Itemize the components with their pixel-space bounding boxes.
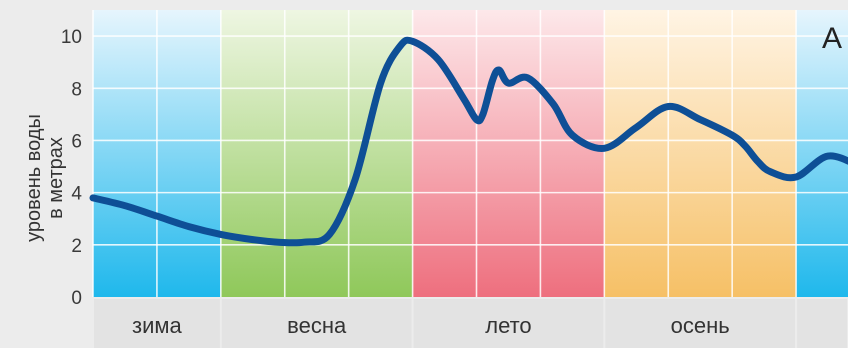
y-axis-label-line-2: в метрах bbox=[45, 137, 67, 219]
y-tick-label: 10 bbox=[61, 27, 82, 48]
y-tick-label: 8 bbox=[71, 79, 82, 100]
season-band-2 bbox=[412, 10, 605, 297]
season-label-cell-4 bbox=[797, 299, 847, 348]
season-band-1 bbox=[220, 10, 413, 297]
y-tick-label: 6 bbox=[71, 131, 82, 152]
season-label-cell-1 bbox=[221, 299, 412, 348]
season-label-0: зима bbox=[132, 313, 183, 338]
season-label-1: весна bbox=[287, 313, 347, 338]
y-axis-label-line-1: уровень воды bbox=[23, 114, 45, 242]
y-axis-ticks: 0 2 4 6 8 10 bbox=[61, 27, 83, 309]
season-band-3 bbox=[604, 10, 797, 297]
season-bands bbox=[93, 10, 848, 297]
series-layer bbox=[89, 36, 848, 247]
water-level-line bbox=[89, 36, 848, 247]
season-label-3: осень bbox=[671, 313, 730, 338]
season-label-cell-3 bbox=[605, 299, 796, 348]
y-tick-label: 0 bbox=[71, 288, 82, 309]
season-label-2: лето bbox=[485, 313, 531, 338]
season-label-cell-0 bbox=[94, 299, 220, 348]
y-tick-label: 4 bbox=[71, 184, 82, 205]
season-label-cell-2 bbox=[413, 299, 604, 348]
season-band-4 bbox=[796, 10, 848, 297]
season-labels: зима весна лето осень bbox=[94, 299, 847, 348]
y-tick-label: 2 bbox=[71, 236, 82, 257]
grid-lines bbox=[92, 10, 848, 297]
corner-label: А bbox=[822, 22, 842, 55]
